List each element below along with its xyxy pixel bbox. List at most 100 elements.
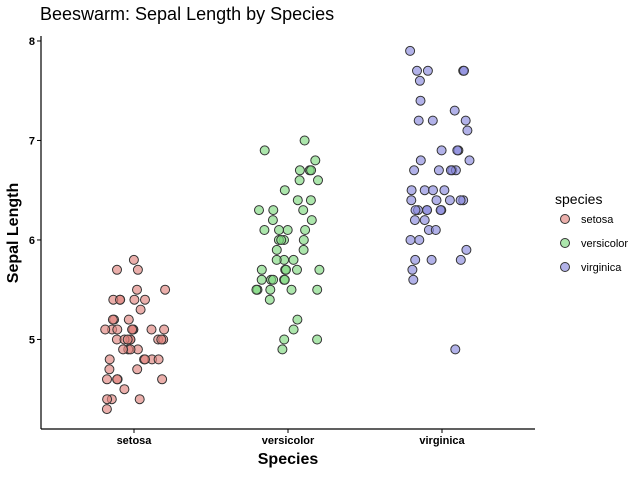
legend-marker-virginica	[560, 262, 570, 272]
data-point-virginica	[449, 105, 460, 116]
data-point-versicolor	[256, 264, 267, 275]
data-point-virginica	[410, 205, 421, 216]
data-point-versicolor	[265, 284, 276, 295]
data-point-virginica	[419, 215, 430, 226]
data-point-setosa	[157, 374, 168, 385]
data-point-versicolor	[268, 274, 279, 285]
data-point-virginica	[412, 65, 422, 76]
data-point-virginica	[459, 65, 469, 76]
data-point-virginica	[427, 115, 438, 126]
data-points	[100, 45, 475, 415]
data-point-setosa	[107, 314, 118, 325]
data-point-versicolor	[300, 225, 311, 235]
y-axis-ticks: 5 6 7 8	[29, 36, 41, 346]
data-point-virginica	[461, 244, 472, 255]
data-point-versicolor	[271, 244, 282, 255]
data-point-virginica	[433, 165, 444, 176]
data-point-versicolor	[312, 284, 323, 295]
legend-marker-setosa	[560, 214, 570, 224]
data-point-virginica	[462, 125, 473, 136]
data-point-versicolor	[286, 284, 297, 295]
data-point-virginica	[406, 195, 417, 206]
x-tick-label: virginica	[419, 435, 465, 447]
data-point-versicolor	[279, 334, 290, 345]
data-point-setosa	[119, 384, 130, 395]
data-point-setosa	[134, 394, 145, 405]
data-point-setosa	[132, 264, 143, 275]
data-point-versicolor	[294, 165, 305, 176]
data-point-virginica	[430, 225, 441, 235]
data-point-versicolor	[299, 135, 310, 146]
legend: species setosa versicolor virginica	[555, 191, 628, 274]
data-point-versicolor	[271, 254, 282, 265]
data-point-versicolor	[282, 225, 293, 235]
data-point-versicolor	[298, 244, 309, 255]
data-point-virginica	[409, 215, 420, 226]
data-point-versicolor	[281, 264, 291, 275]
data-point-versicolor	[288, 254, 299, 265]
data-point-setosa	[159, 324, 170, 335]
data-point-virginica	[435, 205, 446, 216]
data-point-virginica	[406, 185, 417, 196]
data-point-virginica	[410, 254, 421, 265]
data-point-versicolor	[277, 344, 288, 355]
data-point-virginica	[409, 165, 420, 176]
data-point-versicolor	[306, 165, 317, 176]
data-point-versicolor	[298, 235, 309, 245]
y-tick-label: 7	[29, 135, 35, 147]
legend-title: species	[555, 191, 602, 207]
data-point-setosa	[122, 334, 133, 345]
data-point-virginica	[415, 155, 426, 166]
data-point-versicolor	[259, 225, 270, 235]
y-tick-label: 6	[29, 235, 35, 247]
data-point-virginica	[405, 45, 416, 56]
data-point-versicolor	[310, 155, 321, 166]
data-point-setosa	[153, 354, 164, 365]
data-point-setosa	[128, 254, 139, 265]
legend-items: setosa versicolor virginica	[560, 214, 628, 274]
data-point-setosa	[146, 324, 157, 335]
data-point-versicolor	[274, 225, 284, 235]
data-point-virginica	[407, 264, 418, 275]
data-point-setosa	[160, 284, 171, 295]
data-point-versicolor	[256, 274, 267, 285]
data-point-versicolor	[259, 145, 270, 156]
data-point-versicolor	[267, 215, 278, 226]
data-point-virginica	[464, 155, 475, 166]
data-point-virginica	[431, 195, 442, 206]
legend-label-setosa: setosa	[581, 214, 614, 226]
data-point-versicolor	[292, 314, 303, 325]
data-point-versicolor	[288, 324, 299, 335]
legend-marker-versicolor	[560, 238, 570, 248]
data-point-setosa	[140, 294, 150, 305]
data-point-versicolor	[313, 175, 323, 186]
data-point-virginica	[452, 145, 463, 156]
chart-title: Beeswarm: Sepal Length by Species	[40, 4, 334, 24]
data-point-setosa	[140, 354, 150, 365]
x-tick-label: setosa	[117, 435, 153, 447]
data-point-virginica	[408, 274, 419, 285]
data-point-setosa	[115, 294, 125, 305]
legend-label-virginica: virginica	[581, 262, 622, 274]
data-point-setosa	[156, 334, 167, 345]
data-point-setosa	[104, 354, 115, 365]
data-point-virginica	[413, 115, 424, 126]
data-point-virginica	[414, 235, 425, 245]
data-point-setosa	[112, 374, 123, 385]
data-point-setosa	[135, 304, 146, 315]
data-point-setosa	[112, 324, 123, 335]
data-point-setosa	[101, 404, 112, 415]
y-axis-label: Sepal Length	[5, 183, 22, 283]
data-point-setosa	[132, 284, 142, 295]
data-point-virginica	[422, 65, 433, 76]
data-point-virginica	[455, 195, 466, 206]
data-point-setosa	[123, 314, 134, 325]
x-axis-ticks: setosa versicolor virginica	[117, 429, 465, 447]
data-point-versicolor	[305, 195, 316, 206]
data-point-versicolor	[298, 205, 309, 216]
y-tick-label: 8	[29, 36, 35, 48]
data-point-virginica	[450, 344, 461, 355]
data-point-virginica	[405, 235, 416, 245]
data-point-setosa	[102, 394, 113, 405]
